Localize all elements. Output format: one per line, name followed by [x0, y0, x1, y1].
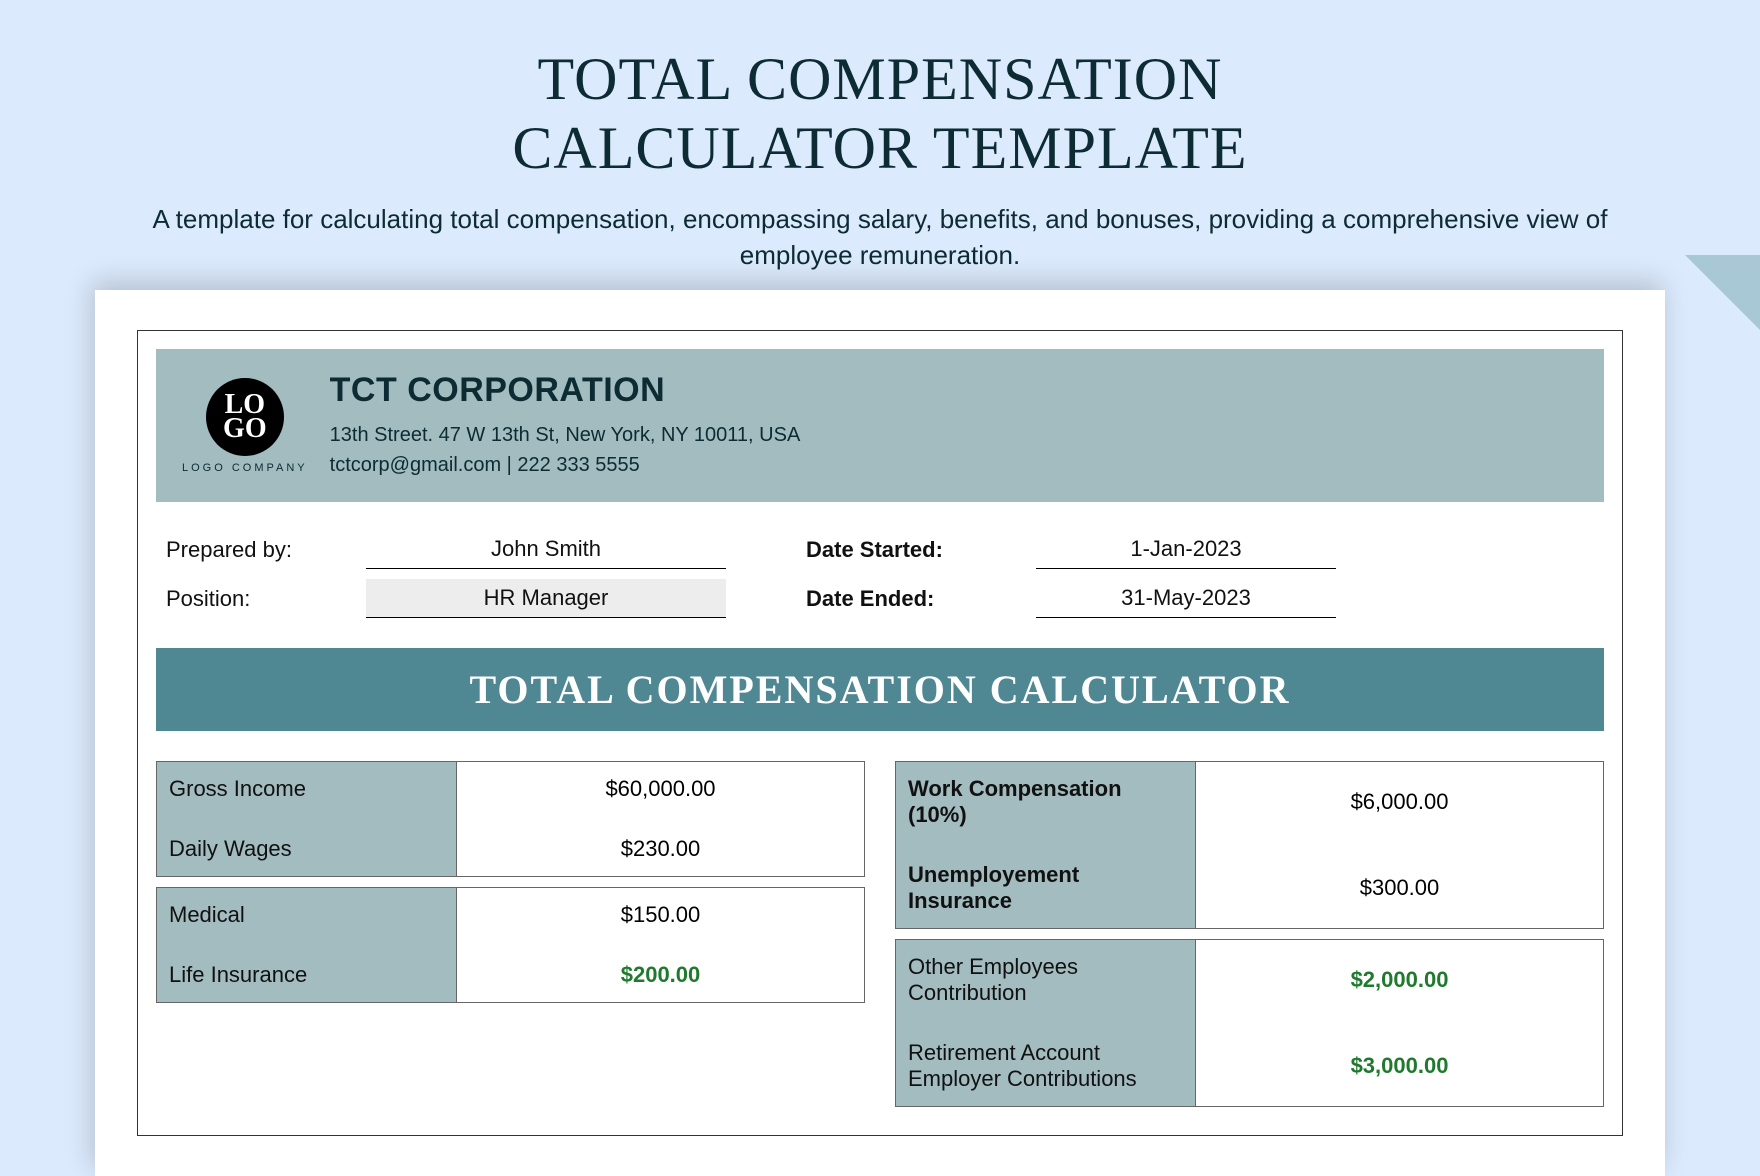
- company-info: TCT CORPORATION 13th Street. 47 W 13th S…: [330, 371, 801, 480]
- logo-icon: LO GO: [206, 378, 284, 456]
- work-comp-value: $6,000.00: [1196, 762, 1603, 842]
- date-started-label: Date Started:: [806, 531, 1036, 569]
- work-comp-label: Work Compensation (10%): [896, 762, 1196, 842]
- medical-label: Medical: [157, 888, 457, 942]
- table-row: Other Employees Contribution $2,000.00: [895, 939, 1604, 1020]
- right-block-1: Work Compensation (10%) $6,000.00 Unempl…: [895, 761, 1604, 929]
- date-ended-label: Date Ended:: [806, 580, 1036, 618]
- medical-value: $150.00: [457, 888, 864, 942]
- table-row: Unemployement Insurance $300.00: [895, 848, 1604, 929]
- left-block-1: Gross Income $60,000.00 Daily Wages $230…: [156, 761, 865, 877]
- inner-border: LO GO LOGO COMPANY TCT CORPORATION 13th …: [137, 330, 1623, 1136]
- right-column: Work Compensation (10%) $6,000.00 Unempl…: [895, 761, 1604, 1117]
- position-value: HR Manager: [366, 579, 726, 618]
- daily-wages-label: Daily Wages: [157, 822, 457, 876]
- date-started-value: 1-Jan-2023: [1036, 530, 1336, 569]
- document-paper: LO GO LOGO COMPANY TCT CORPORATION 13th …: [95, 290, 1665, 1176]
- date-ended-value: 31-May-2023: [1036, 579, 1336, 618]
- logo-text-bot: GO: [223, 417, 267, 441]
- company-address: 13th Street. 47 W 13th St, New York, NY …: [330, 420, 801, 450]
- retirement-label: Retirement Account Employer Contribution…: [896, 1026, 1196, 1106]
- position-label: Position:: [166, 580, 366, 618]
- table-row: Daily Wages $230.00: [156, 822, 865, 877]
- meta-section: Prepared by: John Smith Date Started: 1-…: [156, 502, 1604, 648]
- right-block-2: Other Employees Contribution $2,000.00 R…: [895, 939, 1604, 1107]
- prepared-by-label: Prepared by:: [166, 531, 366, 569]
- company-banner: LO GO LOGO COMPANY TCT CORPORATION 13th …: [156, 349, 1604, 502]
- logo-block: LO GO LOGO COMPANY: [182, 378, 308, 474]
- gross-income-label: Gross Income: [157, 762, 457, 816]
- corner-fold: [1685, 255, 1760, 330]
- title-line-1: TOTAL COMPENSATION: [538, 46, 1223, 112]
- company-name: TCT CORPORATION: [330, 371, 801, 410]
- other-contrib-value: $2,000.00: [1196, 940, 1603, 1020]
- table-row: Work Compensation (10%) $6,000.00: [895, 761, 1604, 842]
- subtitle: A template for calculating total compens…: [100, 201, 1660, 274]
- daily-wages-value: $230.00: [457, 822, 864, 876]
- table-row: Medical $150.00: [156, 887, 865, 942]
- company-contact: tctcorp@gmail.com | 222 333 5555: [330, 450, 801, 480]
- retirement-value: $3,000.00: [1196, 1026, 1603, 1106]
- table-row: Gross Income $60,000.00: [156, 761, 865, 816]
- logo-caption: LOGO COMPANY: [182, 462, 308, 474]
- table-row: Life Insurance $200.00: [156, 948, 865, 1003]
- life-insurance-label: Life Insurance: [157, 948, 457, 1002]
- calculator-grid: Gross Income $60,000.00 Daily Wages $230…: [156, 761, 1604, 1117]
- page-header: TOTAL COMPENSATION CALCULATOR TEMPLATE A…: [0, 0, 1760, 304]
- life-insurance-value: $200.00: [457, 948, 864, 1002]
- left-column: Gross Income $60,000.00 Daily Wages $230…: [156, 761, 865, 1117]
- column-gap: [865, 761, 895, 1117]
- main-title: TOTAL COMPENSATION CALCULATOR TEMPLATE: [100, 45, 1660, 183]
- section-title: TOTAL COMPENSATION CALCULATOR: [156, 648, 1604, 731]
- other-contrib-label: Other Employees Contribution: [896, 940, 1196, 1020]
- prepared-by-value: John Smith: [366, 530, 726, 569]
- title-line-2: CALCULATOR TEMPLATE: [512, 115, 1247, 181]
- unemployment-label: Unemployement Insurance: [896, 848, 1196, 928]
- left-block-2: Medical $150.00 Life Insurance $200.00: [156, 887, 865, 1003]
- table-row: Retirement Account Employer Contribution…: [895, 1026, 1604, 1107]
- gross-income-value: $60,000.00: [457, 762, 864, 816]
- unemployment-value: $300.00: [1196, 848, 1603, 928]
